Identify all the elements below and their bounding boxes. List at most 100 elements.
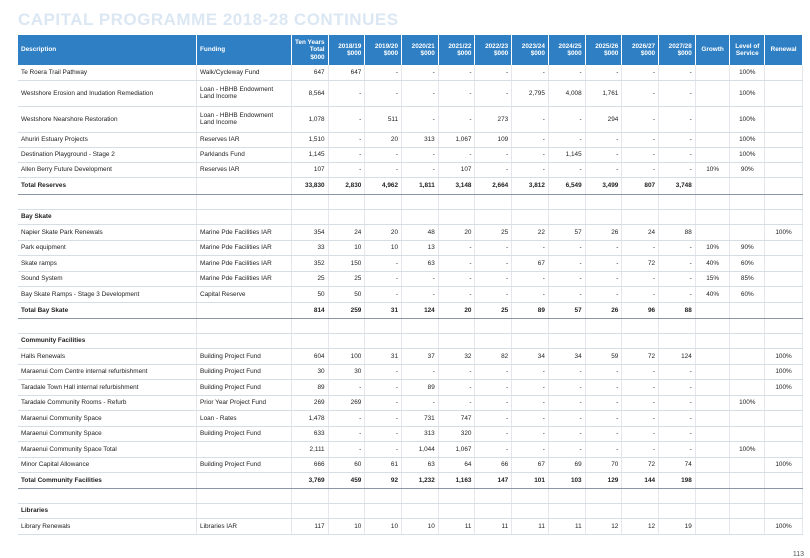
cell-funding: Building Project Fund (196, 348, 292, 365)
cell-value (764, 194, 803, 210)
cell-description: Libraries (18, 503, 198, 519)
cell-value (729, 503, 766, 519)
cell-description: Community Facilities (18, 333, 198, 349)
cell-value (364, 318, 403, 334)
cell-description: Total Bay Skate (18, 302, 198, 319)
cell-value: 26 (585, 224, 623, 241)
cell-value: - (511, 240, 549, 256)
cell-value: 19 (658, 518, 696, 535)
cell-value: - (401, 364, 439, 380)
table-row: Napier Skate Park Renewals Marine Pde Fac… (18, 224, 803, 241)
cell-value: - (548, 395, 586, 411)
cell-value (291, 194, 329, 210)
cell-value: 26 (585, 302, 623, 319)
cell-value: 3,499 (585, 177, 623, 195)
cell-value: - (585, 240, 623, 256)
cell-value: 313 (401, 132, 439, 148)
header-funding: Funding (196, 35, 292, 65)
cell-value: - (548, 379, 586, 396)
cell-description: Halls Renewals (18, 348, 198, 365)
cell-value (695, 379, 731, 396)
cell-value (511, 503, 549, 519)
table-row: Minor Capital Allowance Building Project … (18, 457, 803, 473)
cell-value (764, 132, 803, 148)
cell-value: 1,761 (585, 80, 623, 107)
cell-funding: Marine Pde Facilities IAR (196, 255, 292, 272)
cell-value (764, 410, 803, 427)
cell-value: 2,830 (328, 177, 366, 195)
header-2022-23: 2022/23 $000 (474, 35, 513, 65)
cell-value: 31 (364, 348, 403, 365)
cell-value: - (621, 379, 660, 396)
cell-value: - (658, 240, 696, 256)
cell-value: 63 (401, 457, 439, 473)
cell-value: 1,163 (438, 472, 476, 489)
cell-value (438, 194, 476, 210)
cell-value: 101 (511, 472, 549, 489)
cell-value (364, 503, 403, 519)
section-heading-row: Libraries (18, 503, 803, 519)
cell-value (695, 488, 731, 504)
cell-value (729, 302, 766, 319)
cell-description (18, 488, 198, 504)
table-row: Maraenui Community Space Building Project… (18, 426, 803, 442)
cell-funding: Building Project Fund (196, 426, 292, 442)
cell-value: - (364, 410, 403, 427)
cell-value: 89 (511, 302, 549, 319)
cell-value: 100% (764, 348, 803, 365)
cell-description: Te Roera Trail Pathway (18, 65, 198, 81)
cell-value (764, 106, 803, 133)
cell-funding (196, 209, 292, 225)
cell-value (695, 132, 731, 148)
cell-value: 100% (729, 147, 766, 163)
table-row: Te Roera Trail Pathway Walk/Cycleway Fund… (18, 65, 803, 81)
cell-value: 666 (291, 457, 329, 473)
cell-description: Destination Playground - Stage 2 (18, 147, 198, 163)
cell-value: 24 (621, 224, 660, 241)
cell-value: 22 (511, 224, 549, 241)
cell-value (695, 410, 731, 427)
cell-value (764, 147, 803, 163)
cell-value (729, 472, 766, 489)
cell-value: 20 (438, 224, 476, 241)
cell-description: Sound System (18, 271, 198, 287)
cell-value: 15% (695, 271, 731, 287)
cell-value (695, 106, 731, 133)
cell-value: - (401, 65, 439, 81)
cell-value (548, 318, 586, 334)
cell-value: - (328, 426, 366, 442)
cell-value: - (658, 364, 696, 380)
cell-value: - (438, 80, 476, 107)
cell-value: 67 (511, 255, 549, 272)
cell-value: - (621, 395, 660, 411)
cell-value: - (658, 426, 696, 442)
cell-value: 33,830 (291, 177, 329, 195)
cell-value: 129 (585, 472, 623, 489)
cell-value: 100% (764, 364, 803, 380)
cell-value (364, 333, 403, 349)
cell-description: Allen Berry Future Development (18, 162, 198, 178)
cell-value: 8,564 (291, 80, 329, 107)
header-2018-19: 2018/19 $000 (328, 35, 366, 65)
cell-value: - (621, 426, 660, 442)
cell-funding: Loan - HBHB Endowment Land Income (196, 106, 292, 133)
table-row: Taradale Community Rooms - Refurb Prior Y… (18, 395, 803, 411)
cell-value: - (328, 106, 366, 133)
cell-value: - (364, 426, 403, 442)
cell-value: - (474, 255, 513, 272)
cell-value: 1,067 (438, 441, 476, 458)
cell-value (695, 472, 731, 489)
cell-value (695, 503, 731, 519)
cell-value: - (511, 379, 549, 396)
cell-value (764, 302, 803, 319)
cell-funding: Building Project Fund (196, 457, 292, 473)
table-row: Westshore Erosion and Inudation Remediat… (18, 80, 803, 107)
cell-value: 147 (474, 472, 513, 489)
cell-value: 70 (585, 457, 623, 473)
cell-value (621, 194, 660, 210)
table-header-row: Description Funding Ten Years Total $000 20… (18, 35, 803, 65)
cell-description: Taradale Town Hall internal refurbishmen… (18, 379, 198, 396)
cell-value: 64 (438, 457, 476, 473)
cell-value (658, 209, 696, 225)
cell-value: 1,232 (401, 472, 439, 489)
